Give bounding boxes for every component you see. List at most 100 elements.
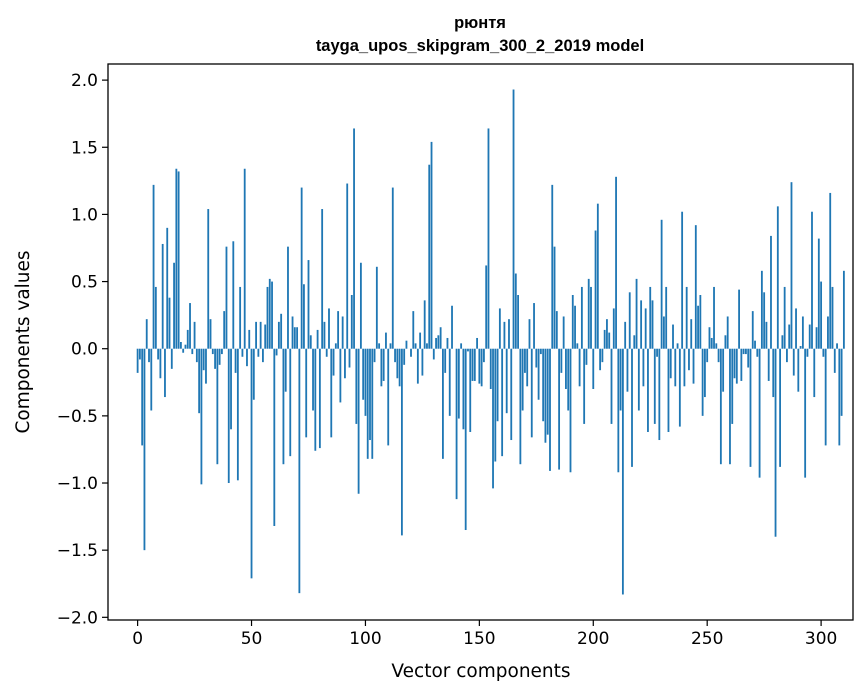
bar <box>325 348 328 357</box>
bar <box>713 286 715 349</box>
bar <box>168 297 171 349</box>
bar <box>375 266 378 349</box>
bar <box>287 246 289 349</box>
bar <box>266 286 269 349</box>
bar <box>469 348 472 432</box>
bar <box>546 348 549 435</box>
bar <box>423 300 426 349</box>
bar <box>483 348 485 363</box>
bar <box>578 348 581 387</box>
bar <box>498 308 501 349</box>
bar <box>227 348 230 484</box>
bar <box>460 343 463 349</box>
bar <box>688 348 690 371</box>
bar <box>590 286 592 349</box>
bar <box>827 316 829 349</box>
bar <box>457 348 460 419</box>
bar <box>660 219 663 349</box>
x-tick-label: 200 <box>577 629 609 649</box>
bar <box>838 348 841 446</box>
bar <box>350 295 353 349</box>
bar <box>662 316 665 349</box>
bar <box>519 348 522 465</box>
bar <box>842 270 845 349</box>
bar <box>451 305 453 349</box>
bar <box>719 348 722 465</box>
bar <box>480 348 483 387</box>
bar <box>560 348 563 373</box>
bar <box>514 273 517 349</box>
bar <box>339 348 342 403</box>
bar <box>726 316 729 349</box>
bar <box>562 316 565 349</box>
bar <box>685 286 688 349</box>
bar <box>471 348 474 381</box>
bar <box>640 300 643 349</box>
bar <box>223 311 226 349</box>
bar <box>353 128 355 349</box>
bar <box>676 343 679 349</box>
bar <box>391 187 394 349</box>
y-axis: 2.0 1.5 1.0 0.5 0.0 −0.5 −1.0 −1.5 −2.0 <box>57 71 108 628</box>
bar <box>756 348 759 357</box>
bar <box>558 348 561 470</box>
bar <box>733 348 736 379</box>
bar <box>829 192 832 349</box>
bar <box>387 348 390 446</box>
bar <box>738 289 740 349</box>
bar <box>678 348 681 427</box>
bar <box>305 348 308 438</box>
bar <box>599 348 602 371</box>
bar <box>154 286 157 349</box>
plot-frame <box>107 63 854 621</box>
x-tick-label: 0 <box>132 629 143 649</box>
bar <box>255 321 257 349</box>
bar <box>398 348 401 387</box>
bar <box>435 337 437 349</box>
bar <box>378 343 381 349</box>
bar <box>549 348 551 471</box>
bar <box>189 303 191 349</box>
bar <box>414 343 417 349</box>
bar <box>309 335 312 349</box>
bar <box>357 348 360 494</box>
bar <box>496 348 499 422</box>
bar <box>619 348 622 411</box>
bar <box>565 348 567 389</box>
bar <box>836 343 838 349</box>
bar <box>822 348 825 357</box>
y-tick-label: 2.0 <box>71 71 98 91</box>
bar <box>801 316 804 349</box>
bar <box>537 348 540 400</box>
bar <box>774 348 777 537</box>
bar <box>221 348 223 355</box>
bar <box>282 348 285 465</box>
bar <box>145 319 148 349</box>
bar <box>314 348 317 451</box>
bar <box>344 348 346 379</box>
bar <box>813 348 816 398</box>
bar <box>323 321 326 349</box>
x-tick-label: 100 <box>349 629 381 649</box>
bar <box>626 348 629 392</box>
bar <box>631 348 633 467</box>
bar <box>665 286 668 349</box>
bar <box>271 281 273 349</box>
bar <box>332 348 335 376</box>
bar <box>334 343 337 349</box>
y-tick-label: −1.0 <box>57 474 98 494</box>
bar <box>708 327 711 349</box>
bar <box>175 168 178 349</box>
bar <box>464 348 467 531</box>
bar <box>601 348 604 363</box>
chart-subtitle: tayga_upos_skipgram_300_2_2019 model <box>316 37 644 55</box>
bar <box>298 348 301 594</box>
bar <box>694 225 697 349</box>
bar <box>817 238 820 349</box>
bar <box>635 278 638 349</box>
bar <box>166 227 169 349</box>
bar <box>307 260 310 349</box>
bar <box>701 348 704 416</box>
bar <box>683 348 686 387</box>
